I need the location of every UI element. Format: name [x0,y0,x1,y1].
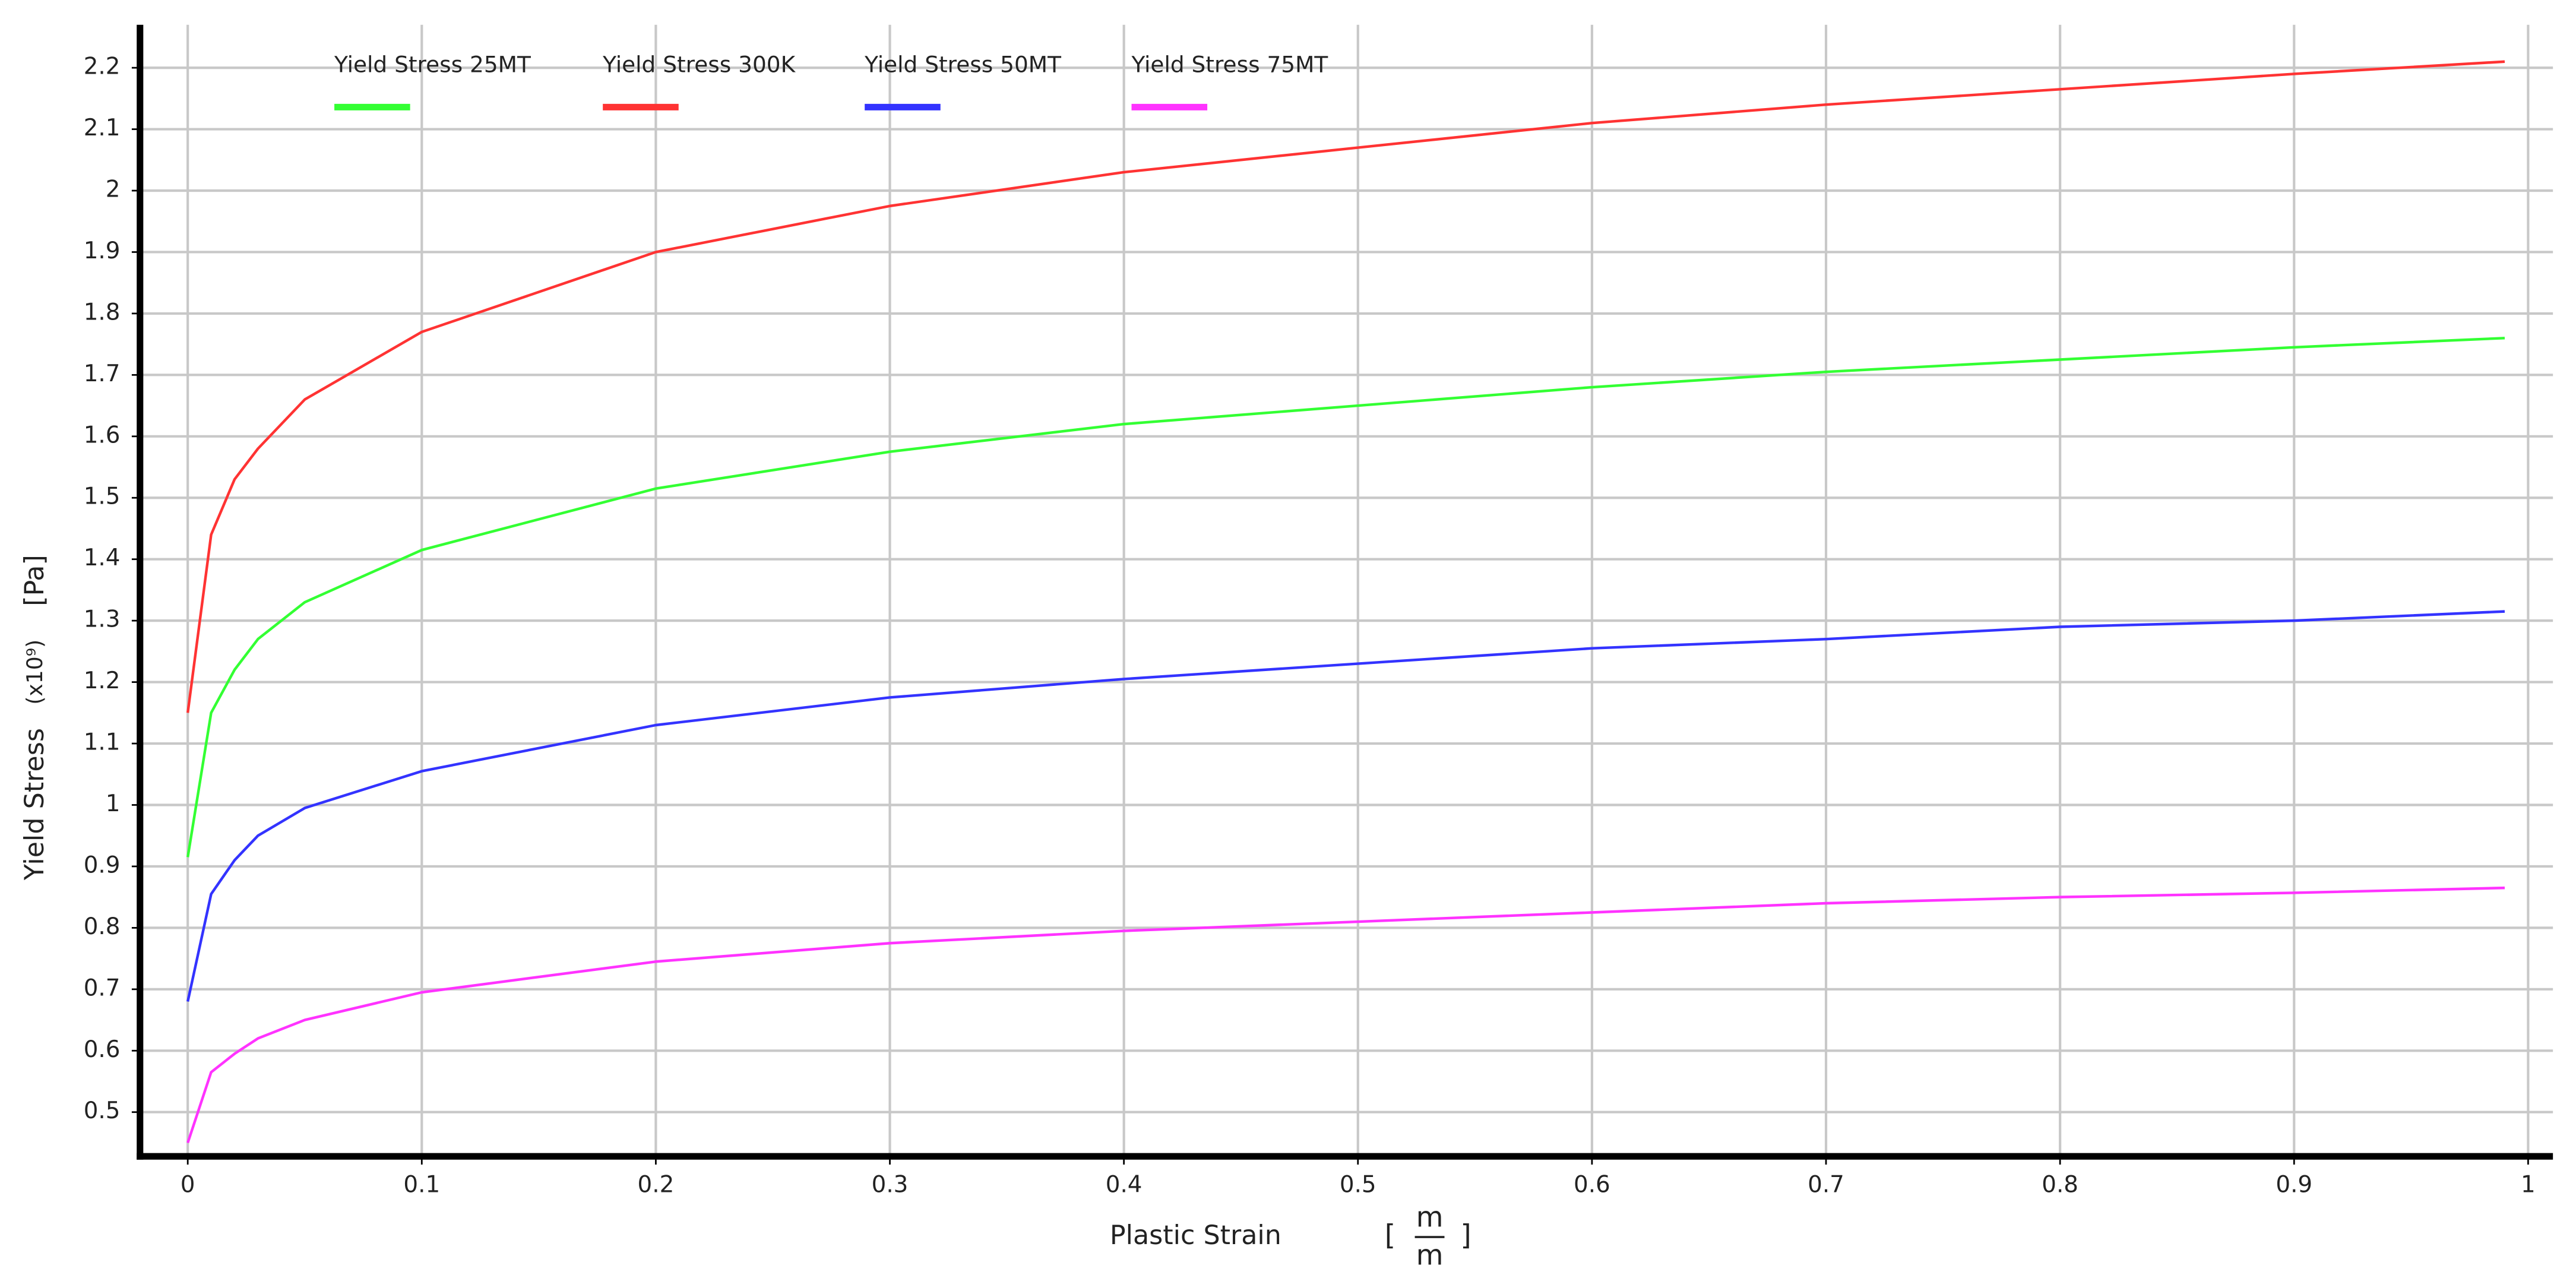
legend-label: Yield Stress 75MT [1131,52,1328,78]
y-axis-unit: [Pa] [20,555,50,606]
y-tick-label: 1.9 [84,238,121,264]
y-axis-label: Yield Stress [20,728,50,881]
y-tick-label: 0.5 [84,1097,121,1124]
x-tick-label: 0.7 [1808,1172,1844,1198]
x-tick-label: 1 [2521,1172,2536,1198]
y-tick-label: 1.3 [84,606,121,633]
y-tick-label: 1.2 [84,667,121,694]
y-axis-title: Yield Stress (x10⁹) [Pa] [20,555,50,881]
series-line [186,886,2505,1144]
series-line [186,610,2505,1002]
plot-lines [186,60,2505,1144]
y-tick-label: 1.7 [84,360,121,387]
legend-label: Yield Stress 25MT [334,52,531,78]
x-unit-bracket: ] [1460,1219,1471,1252]
x-tick-label: 0 [181,1172,195,1198]
x-tick-label: 0.3 [872,1172,909,1198]
x-tick-label: 0.8 [2042,1172,2078,1198]
legend-label: Yield Stress 50MT [864,52,1061,78]
x-unit-bracket: [ [1385,1219,1395,1252]
y-tick-label: 1.8 [84,299,121,325]
x-unit-numerator: m [1416,1201,1444,1234]
x-tick-label: 0.2 [638,1172,675,1198]
x-tick-label: 0.1 [403,1172,440,1198]
y-tick-label: 0.8 [84,913,121,940]
y-tick-label: 0.6 [84,1036,121,1063]
y-tick-label: 1 [106,790,121,817]
x-tick-label: 0.9 [2276,1172,2312,1198]
legend: Yield Stress 25MT Yield Stress 300K Yield … [334,52,1328,110]
x-tick-label: 0.4 [1106,1172,1143,1198]
x-tick-label: 0.6 [1574,1172,1610,1198]
series-line [186,60,2505,713]
y-tick-label: 1.4 [84,545,121,571]
y-tick-label: 2.2 [84,53,121,80]
y-tick-label: 1.6 [84,422,121,448]
grid [140,24,2553,1157]
x-unit-denominator: m [1416,1239,1444,1271]
series-line [186,337,2505,858]
y-axis-scale: (x10⁹) [23,640,48,705]
y-tick-label: 0.9 [84,852,121,878]
y-tick-label: 1.1 [84,729,121,756]
y-tick-label: 0.7 [84,975,121,1001]
y-tick-label: 2 [106,176,121,203]
x-axis-title: Plastic Strain [1110,1220,1281,1251]
y-tick-label: 1.5 [84,483,121,510]
y-tick-label: 2.1 [84,115,121,141]
x-tick-label: 0.5 [1340,1172,1376,1198]
axes: 0 0.1 0.2 0.3 0.4 0.5 0.6 0.7 0.8 0.9 1 0.5 0.6 0.7 0.… [20,24,2553,1271]
legend-label: Yield Stress 300K [602,52,796,78]
